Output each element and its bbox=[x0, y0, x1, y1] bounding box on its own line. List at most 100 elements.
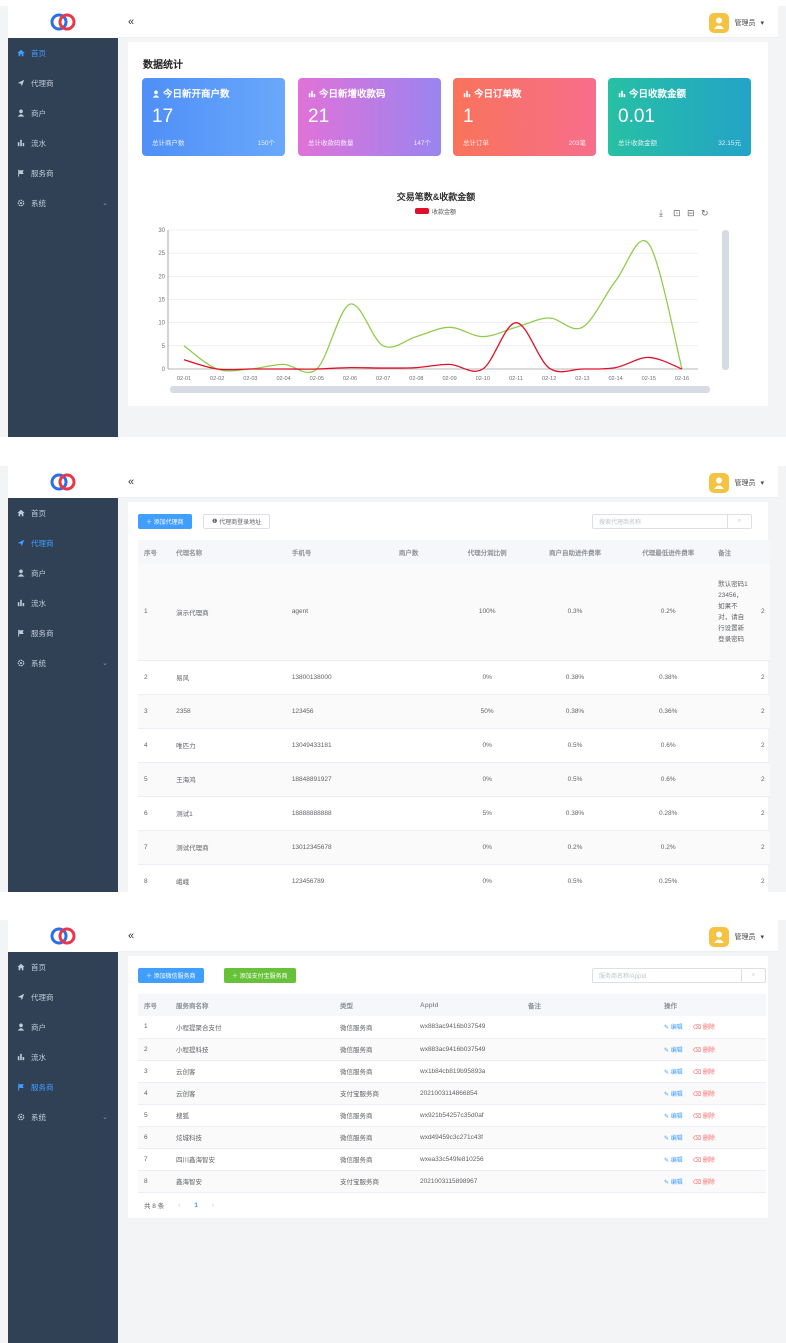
edit-button[interactable]: ✎ 编辑 bbox=[664, 1158, 683, 1164]
delete-button[interactable]: ⌫ 删除 bbox=[693, 1025, 715, 1031]
table-row[interactable]: 1 小程提聚合支付 微信服务商 wx883ac9416b037549 ✎ 编辑 ⌫ 删除 bbox=[138, 1016, 766, 1039]
table-row[interactable]: 3 云创客 微信服务商 wx1b84cb819b95893a ✎ 编辑 ⌫ 删除 bbox=[138, 1060, 766, 1083]
x-tick-label: 02-16 bbox=[675, 376, 689, 382]
x-tick-label: 02-15 bbox=[642, 376, 656, 382]
table-cell bbox=[392, 660, 449, 695]
table-row[interactable]: 5 搜狐 微信服务商 wx921b54257c35d0af ✎ 编辑 ⌫ 删除 bbox=[138, 1104, 766, 1127]
sidebar-item-5[interactable]: 系统 ⌄ bbox=[8, 1102, 118, 1132]
table-row[interactable]: 2 小程提科技 微信服务商 wx883ac9416b037549 ✎ 编辑 ⌫ 删除 bbox=[138, 1038, 766, 1061]
stat-card-footer: 总计收款码数量 147个 bbox=[308, 137, 431, 147]
edit-button[interactable]: ✎ 编辑 bbox=[664, 1048, 683, 1054]
gear-icon bbox=[17, 1113, 31, 1121]
delete-button[interactable]: ⌫ 删除 bbox=[693, 1070, 715, 1076]
add-alipay-provider-button[interactable]: ＋ 添加支付宝服务商 bbox=[224, 968, 296, 983]
series-line-1 bbox=[183, 322, 683, 373]
sidebar-item-2[interactable]: 商户 bbox=[8, 558, 118, 588]
legend-swatch[interactable] bbox=[415, 208, 429, 214]
double-chevron-left-icon[interactable]: « bbox=[128, 476, 135, 488]
table-row[interactable]: 7 测试代理商 13012345678 0% 0.2% 0.2% 2 bbox=[138, 830, 770, 865]
sidebar-item-1[interactable]: 代理商 bbox=[8, 68, 118, 98]
download-icon[interactable]: ⤓ bbox=[659, 208, 663, 218]
chevron-right-icon[interactable]: › bbox=[212, 1201, 215, 1209]
stat-card-value: 0.01 bbox=[618, 106, 655, 127]
provider-search-input[interactable]: 服务商名称/AppId ⌕ bbox=[592, 968, 766, 983]
sidebar: 首页 代理商 商户 流水 服务商 系统 ⌄ bbox=[8, 6, 118, 437]
table-row[interactable]: 2 易风 13800138000 0% 0.38% 0.38% 2 bbox=[138, 660, 770, 695]
table-row[interactable]: 5 王海鸿 18848891927 0% 0.5% 0.6% 2 bbox=[138, 762, 770, 797]
delete-button[interactable]: ⌫ 删除 bbox=[693, 1136, 715, 1142]
user-menu[interactable]: 管理员 ▾ bbox=[709, 927, 764, 947]
agent-search-input[interactable]: 搜索代理商名称 ⌕ bbox=[592, 514, 752, 529]
sidebar-item-label: 服务商 bbox=[31, 1082, 54, 1092]
table-row[interactable]: 1 演示代理商 agent 100% 0.3% 0.2% 默认密码123456，如果不对，请… bbox=[138, 564, 770, 661]
stat-card-footer-label: 总计收款金额 bbox=[618, 140, 657, 147]
chevron-left-icon[interactable]: ‹ bbox=[178, 1201, 181, 1209]
table-cell: 8 bbox=[138, 864, 171, 892]
table-row[interactable]: 4 唯匹力 13049433181 0% 0.5% 0.6% 2 bbox=[138, 728, 770, 763]
table-cell: 小程提科技 bbox=[170, 1038, 334, 1061]
delete-button[interactable]: ⌫ 删除 bbox=[693, 1092, 715, 1098]
delete-button[interactable]: ⌫ 删除 bbox=[693, 1158, 715, 1164]
double-chevron-left-icon[interactable]: « bbox=[128, 16, 135, 28]
stat-card-value: 17 bbox=[152, 106, 174, 127]
page-number[interactable]: 1 bbox=[194, 1201, 199, 1209]
edit-button[interactable]: ✎ 编辑 bbox=[664, 1070, 683, 1076]
sidebar-item-1[interactable]: 代理商 bbox=[8, 528, 118, 558]
add-wechat-provider-button[interactable]: ＋ 添加微信服务商 bbox=[138, 968, 204, 983]
double-chevron-left-icon[interactable]: « bbox=[128, 930, 135, 942]
edit-label: 编辑 bbox=[670, 1113, 683, 1120]
sidebar-item-3[interactable]: 流水 bbox=[8, 128, 118, 158]
edit-icon: ✎ bbox=[664, 1047, 671, 1054]
sidebar-item-0[interactable]: 首页 bbox=[8, 38, 118, 68]
edit-button[interactable]: ✎ 编辑 bbox=[664, 1114, 683, 1120]
legend-entry[interactable]: 收款金额 bbox=[432, 208, 456, 216]
sidebar-item-5[interactable]: 系统 ⌄ bbox=[8, 188, 118, 218]
delete-button[interactable]: ⌫ 删除 bbox=[693, 1114, 715, 1120]
user-menu[interactable]: 管理员 ▾ bbox=[709, 13, 764, 33]
table-row[interactable]: 8 峨峨 123456789 0% 0.5% 0.25% 2 bbox=[138, 864, 770, 892]
zoom-icon[interactable]: ⊡ bbox=[673, 208, 681, 218]
table-cell: 演示代理商 bbox=[170, 564, 286, 661]
stat-card: 今日订单数 1 总计订单 203笔 bbox=[453, 78, 596, 156]
edit-button[interactable]: ✎ 编辑 bbox=[664, 1180, 683, 1186]
table-cell: 2 bbox=[754, 660, 770, 695]
page-title: 数据统计 bbox=[143, 60, 183, 71]
edit-button[interactable]: ✎ 编辑 bbox=[664, 1025, 683, 1031]
table-row[interactable]: 3 2358 123456 50% 0.38% 0.36% 2 bbox=[138, 694, 770, 729]
table-row[interactable]: 7 四川鑫海智安 微信服务商 wxea33c549fe810256 ✎ 编辑 ⌫ 删除 bbox=[138, 1148, 766, 1171]
table-row[interactable]: 4 云创客 支付宝服务商 2021003114866854 ✎ 编辑 ⌫ 删除 bbox=[138, 1082, 766, 1105]
logo bbox=[8, 6, 118, 38]
sidebar-item-0[interactable]: 首页 bbox=[8, 952, 118, 982]
agent-login-url-button[interactable]: ❶ 代理商登录地址 bbox=[203, 514, 271, 529]
edit-button[interactable]: ✎ 编辑 bbox=[664, 1092, 683, 1098]
stat-card-footer-value: 150个 bbox=[257, 140, 275, 147]
sidebar-item-5[interactable]: 系统 ⌄ bbox=[8, 648, 118, 678]
sidebar-item-1[interactable]: 代理商 bbox=[8, 982, 118, 1012]
sidebar-item-2[interactable]: 商户 bbox=[8, 1012, 118, 1042]
search-icon[interactable]: ⌕ bbox=[727, 515, 751, 528]
sidebar-item-4[interactable]: 服务商 bbox=[8, 618, 118, 648]
column-header: 操作 bbox=[658, 994, 766, 1016]
y-zoom-slider[interactable] bbox=[722, 230, 729, 370]
zoom-reset-icon[interactable]: ⊟ bbox=[687, 208, 695, 218]
user-menu[interactable]: 管理员 ▾ bbox=[709, 473, 764, 493]
column-header: 备注 bbox=[522, 994, 658, 1016]
x-zoom-slider[interactable] bbox=[170, 386, 710, 393]
sidebar-item-0[interactable]: 首页 bbox=[8, 498, 118, 528]
add-agent-button[interactable]: ＋ 添加代理商 bbox=[138, 514, 192, 529]
table-row[interactable]: 8 鑫海智安 支付宝服务商 2021003115898967 ✎ 编辑 ⌫ 删除 bbox=[138, 1170, 766, 1193]
table-row[interactable]: 6 炫城科技 微信服务商 wxd49459c3c271c43f ✎ 编辑 ⌫ 删除 bbox=[138, 1126, 766, 1149]
table-row[interactable]: 6 测试1 18888888888 5% 0.38% 0.28% 2 bbox=[138, 796, 770, 831]
sidebar-item-3[interactable]: 流水 bbox=[8, 1042, 118, 1072]
y-tick-label: 5 bbox=[162, 344, 166, 350]
sidebar-item-3[interactable]: 流水 bbox=[8, 588, 118, 618]
sidebar-item-2[interactable]: 商户 bbox=[8, 98, 118, 128]
sidebar-item-4[interactable]: 服务商 bbox=[8, 1072, 118, 1102]
table-cell: 1 bbox=[138, 564, 171, 661]
refresh-icon[interactable]: ↻ bbox=[701, 208, 709, 218]
delete-button[interactable]: ⌫ 删除 bbox=[693, 1180, 715, 1186]
sidebar-item-4[interactable]: 服务商 bbox=[8, 158, 118, 188]
delete-button[interactable]: ⌫ 删除 bbox=[693, 1048, 715, 1054]
edit-button[interactable]: ✎ 编辑 bbox=[664, 1136, 683, 1142]
search-icon[interactable]: ⌕ bbox=[741, 969, 765, 982]
